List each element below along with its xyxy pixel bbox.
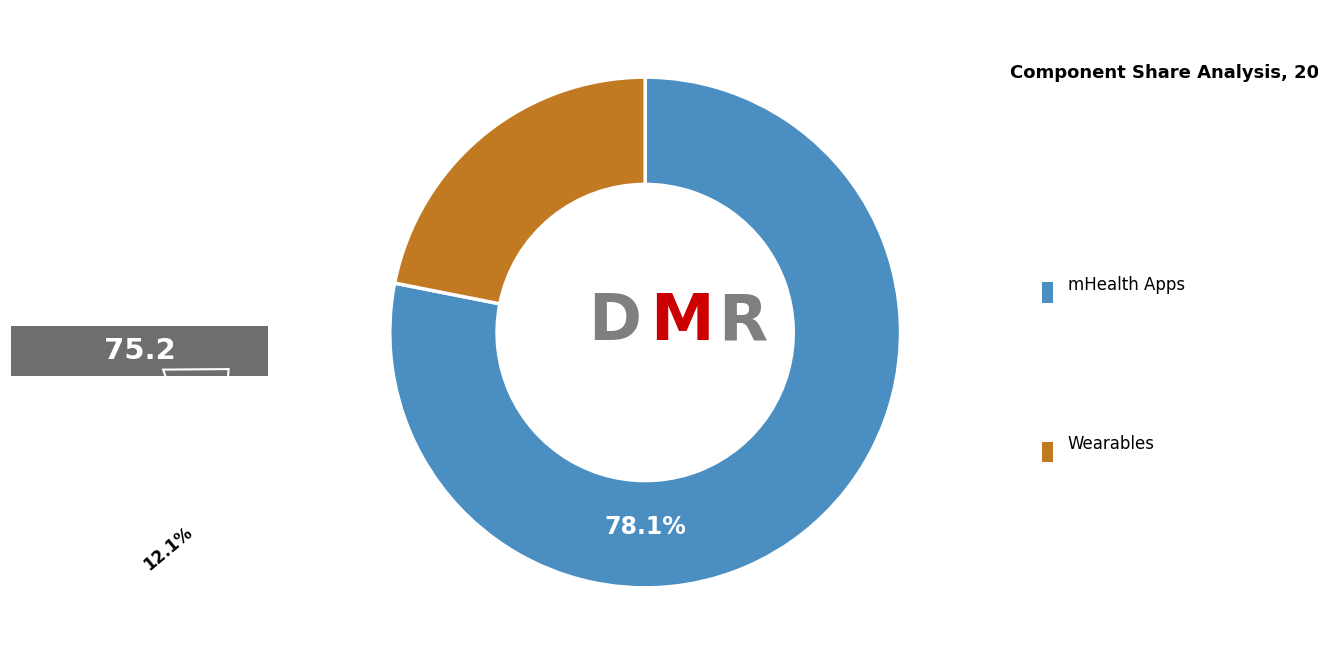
- Wedge shape: [394, 77, 645, 304]
- Text: R: R: [718, 291, 767, 353]
- Text: Dimension
Market
Research: Dimension Market Research: [70, 89, 210, 177]
- Text: D: D: [588, 291, 641, 353]
- Text: Component Share Analysis, 2024: Component Share Analysis, 2024: [1010, 64, 1318, 82]
- Text: 12.1%: 12.1%: [140, 523, 195, 574]
- Text: M: M: [650, 291, 714, 353]
- Polygon shape: [117, 439, 217, 658]
- Wedge shape: [390, 77, 900, 588]
- Bar: [1041, 283, 1053, 303]
- Text: 78.1%: 78.1%: [604, 515, 687, 539]
- Text: CAGR
2024-2033: CAGR 2024-2033: [40, 426, 117, 498]
- Text: Wearables: Wearables: [1068, 435, 1155, 454]
- Text: mHealth Apps: mHealth Apps: [1068, 275, 1185, 294]
- Text: Global mHealth
Market Size
(USD Billion), 2024: Global mHealth Market Size (USD Billion)…: [47, 257, 232, 322]
- FancyBboxPatch shape: [11, 326, 269, 376]
- Bar: [1041, 442, 1053, 462]
- Text: 75.2: 75.2: [104, 336, 175, 365]
